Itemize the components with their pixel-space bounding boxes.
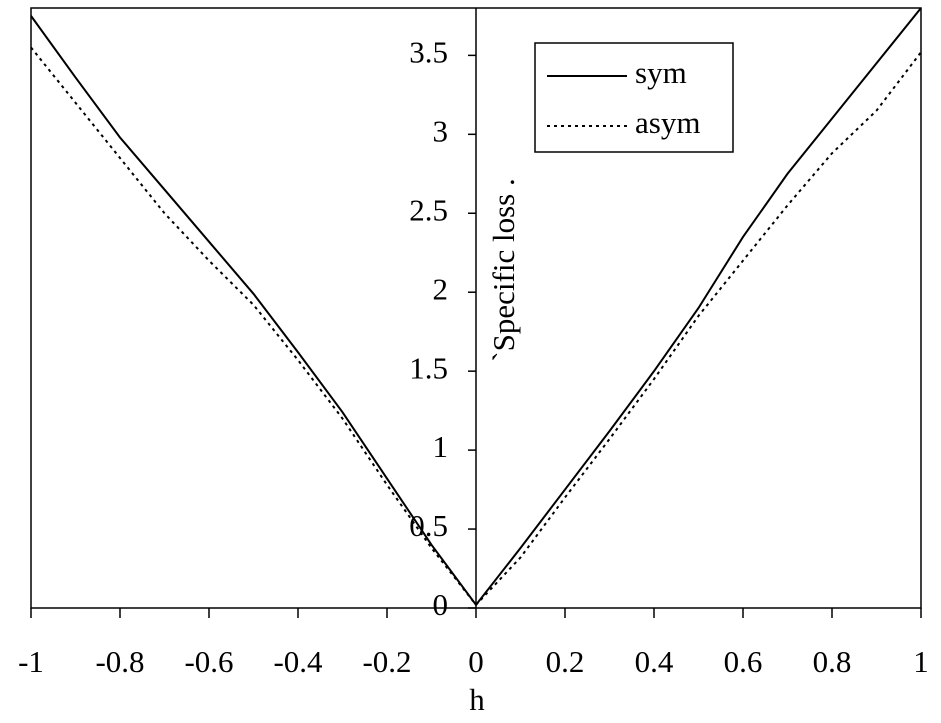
y-tick-label: 2 <box>433 271 449 306</box>
x-tick-label: 1 <box>913 644 929 679</box>
x-tick-label: -0.8 <box>95 644 144 679</box>
legend-label: sym <box>635 55 687 90</box>
y-tick-label: 2.5 <box>409 192 448 227</box>
y-tick-label: 3 <box>433 113 449 148</box>
x-tick-label: 0.8 <box>813 644 852 679</box>
x-tick-label: 0.6 <box>724 644 763 679</box>
x-tick-label: 0 <box>468 644 484 679</box>
y-tick-label: 0.5 <box>409 508 448 543</box>
x-tick-label: 0.2 <box>546 644 585 679</box>
x-tick-label: -0.4 <box>273 644 323 679</box>
series-line <box>30 46 922 607</box>
x-tick-label: 0.4 <box>635 644 674 679</box>
x-axis-label: h <box>469 682 485 717</box>
y-axis-label: `Specific loss . <box>486 178 521 361</box>
legend-box <box>534 42 734 153</box>
legend-label: asym <box>635 105 700 140</box>
y-tick-label: 3.5 <box>409 34 448 69</box>
y-tick-label: 1 <box>433 429 449 464</box>
x-tick-label: -0.6 <box>184 644 233 679</box>
y-tick-label: 0 <box>433 587 449 622</box>
x-tick-label: -1 <box>18 644 44 679</box>
x-tick-label: -0.2 <box>362 644 411 679</box>
y-tick-label: 1.5 <box>409 350 448 385</box>
